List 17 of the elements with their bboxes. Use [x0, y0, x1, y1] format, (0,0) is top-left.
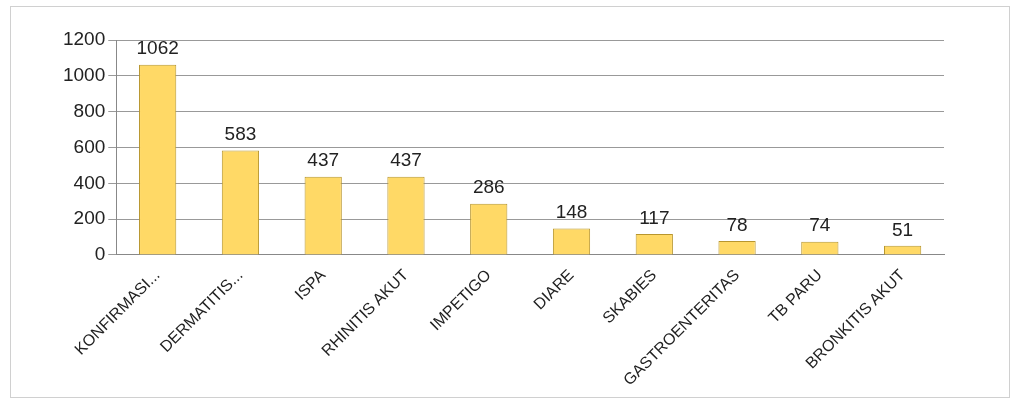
- y-tick-label: 800: [73, 99, 106, 121]
- data-label: 437: [390, 149, 422, 171]
- data-label: 437: [307, 149, 340, 171]
- y-tick-label: 600: [73, 135, 106, 157]
- data-label: 583: [224, 123, 257, 145]
- data-label: 74: [809, 214, 831, 236]
- data-label: 286: [472, 176, 505, 198]
- y-tick-label: 200: [73, 207, 106, 229]
- y-tick-label: 1000: [62, 64, 106, 86]
- data-label: 51: [892, 218, 914, 240]
- y-tick-label: 400: [73, 171, 106, 193]
- data-label: 78: [726, 213, 748, 235]
- y-tick-label: 1200: [62, 28, 106, 50]
- data-label: 148: [555, 201, 588, 223]
- data-label: 117: [639, 206, 670, 228]
- y-tick-label: 0: [94, 243, 106, 265]
- data-label: 1062: [136, 37, 179, 59]
